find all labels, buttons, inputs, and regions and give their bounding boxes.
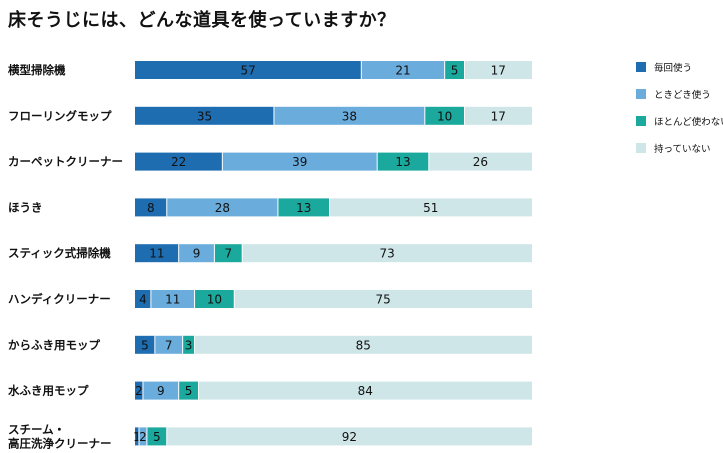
category-label: スティック式掃除機 (8, 246, 111, 260)
bar-segment (166, 198, 278, 217)
bar-segment (377, 152, 429, 171)
category-labels: 横型掃除機フローリングモップカーペットクリーナーほうきスティック式掃除機ハンディ… (8, 63, 123, 450)
bar-segment (135, 106, 274, 125)
legend-label: ほとんど使わない (654, 116, 723, 128)
bar-segment (464, 106, 532, 125)
category-label: ほうき (8, 200, 43, 214)
bar-segment (428, 152, 532, 171)
category-label: フローリングモップ (8, 109, 112, 123)
bar-segment (138, 427, 147, 446)
data-label: 5 (153, 430, 161, 444)
data-label: 8 (147, 201, 155, 215)
category-label: 水ふき用モップ (8, 384, 89, 398)
legend-label: 持っていない (654, 143, 711, 155)
legend-swatch (636, 89, 646, 99)
bar-segment (135, 61, 362, 79)
data-label: 84 (358, 384, 373, 398)
bar-segment (182, 335, 195, 354)
bar-segment (273, 106, 425, 125)
legend-swatch (636, 116, 646, 126)
data-label: 22 (171, 155, 186, 169)
legend-swatch (636, 62, 646, 72)
bar-segment (277, 198, 330, 217)
data-label: 57 (241, 64, 256, 78)
bar-segment (234, 290, 532, 308)
legend-label: 毎回使う (654, 62, 692, 74)
data-label: 7 (165, 338, 173, 352)
data-label: 13 (395, 155, 410, 169)
category-label: ハンディクリーナー (8, 292, 111, 306)
bar-segment (142, 381, 179, 400)
category-label: 横型掃除機 (8, 63, 66, 77)
bar-segment (424, 106, 465, 125)
data-label: 2 (139, 430, 147, 444)
data-label: 5 (141, 338, 149, 352)
bar-segment (135, 244, 179, 263)
bar-segment (146, 427, 167, 446)
bar-segment (329, 198, 532, 217)
category-label: からふき用モップ (8, 338, 100, 352)
data-label: 21 (395, 64, 410, 78)
data-label: 9 (157, 384, 165, 398)
bar-segment (194, 290, 235, 308)
legend-swatch (636, 143, 646, 153)
data-label: 10 (207, 293, 222, 307)
legend-label: ときどき使う (654, 89, 711, 101)
data-label: 51 (423, 201, 438, 215)
bar-segment (194, 335, 533, 354)
data-label: 5 (185, 384, 193, 398)
data-label: 38 (342, 109, 357, 123)
data-label: 7 (224, 247, 232, 261)
bar-segment (135, 381, 143, 400)
data-label: 3 (185, 338, 193, 352)
data-label: 11 (149, 247, 164, 261)
data-label: 92 (342, 430, 357, 444)
data-label: 10 (437, 109, 452, 123)
bar-segment (222, 152, 378, 171)
bar-segment (166, 427, 532, 446)
bar-segment (444, 61, 465, 79)
data-label: 17 (491, 64, 506, 78)
data-label: 39 (292, 155, 307, 169)
bar-segment (214, 244, 243, 263)
data-label: 4 (139, 293, 147, 307)
category-label: カーペットクリーナー (8, 155, 123, 169)
category-label: 高圧洗浄クリーナー (8, 436, 112, 450)
data-label: 35 (197, 109, 212, 123)
bar-segment (198, 381, 532, 400)
bar-segment (464, 61, 532, 79)
data-label: 85 (356, 338, 371, 352)
bar-segment (154, 335, 183, 354)
data-label: 28 (215, 201, 230, 215)
bar-segment (178, 244, 215, 263)
bar-segment (135, 427, 139, 446)
bar-segment (135, 290, 151, 308)
data-label: 5 (451, 64, 459, 78)
bar-segment (361, 61, 445, 79)
data-label: 73 (379, 247, 394, 261)
data-label: 11 (165, 293, 180, 307)
bar-segment (150, 290, 195, 308)
data-label: 17 (491, 109, 506, 123)
data-label: 2 (135, 384, 143, 398)
data-label: 75 (375, 293, 390, 307)
bar-segment (178, 381, 199, 400)
bar-segment (135, 335, 155, 354)
data-label: 9 (193, 247, 201, 261)
data-label: 13 (296, 201, 311, 215)
data-label: 26 (473, 155, 488, 169)
category-label: スチーム・ (8, 422, 65, 436)
bar-segment (135, 152, 223, 171)
chart-title: 床そうじには、どんな道具を使っていますか？ (8, 10, 396, 31)
bar-segment (242, 244, 532, 263)
data-label: 1 (133, 430, 141, 444)
bar-segment (135, 198, 167, 217)
